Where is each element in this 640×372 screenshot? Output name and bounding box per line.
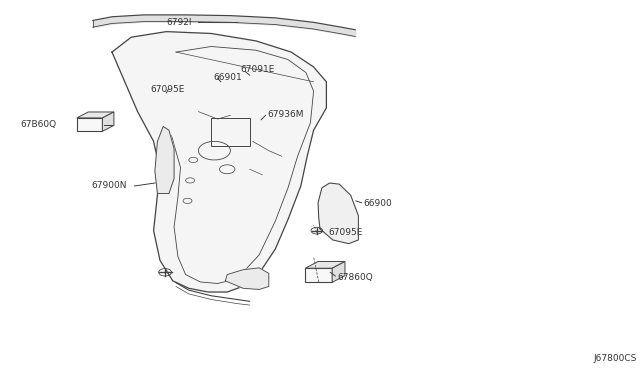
Text: 67095E: 67095E	[150, 85, 185, 94]
Polygon shape	[77, 112, 114, 118]
Polygon shape	[318, 183, 358, 244]
Polygon shape	[305, 268, 332, 282]
Text: 67936M: 67936M	[268, 110, 304, 119]
Text: 67860Q: 67860Q	[337, 273, 373, 282]
Polygon shape	[305, 262, 345, 268]
Text: 67900N: 67900N	[92, 182, 127, 190]
Text: 66901: 66901	[213, 73, 242, 82]
Polygon shape	[77, 118, 102, 131]
Polygon shape	[155, 126, 174, 193]
Polygon shape	[332, 262, 345, 282]
Polygon shape	[102, 112, 114, 131]
Text: 67095E: 67095E	[328, 228, 363, 237]
Text: 67B60Q: 67B60Q	[20, 120, 56, 129]
Polygon shape	[225, 268, 269, 289]
Text: 6792I: 6792I	[166, 18, 192, 27]
Polygon shape	[112, 32, 326, 292]
Text: J67800CS: J67800CS	[593, 354, 637, 363]
Text: 66900: 66900	[364, 199, 392, 208]
Text: 67091E: 67091E	[241, 65, 275, 74]
